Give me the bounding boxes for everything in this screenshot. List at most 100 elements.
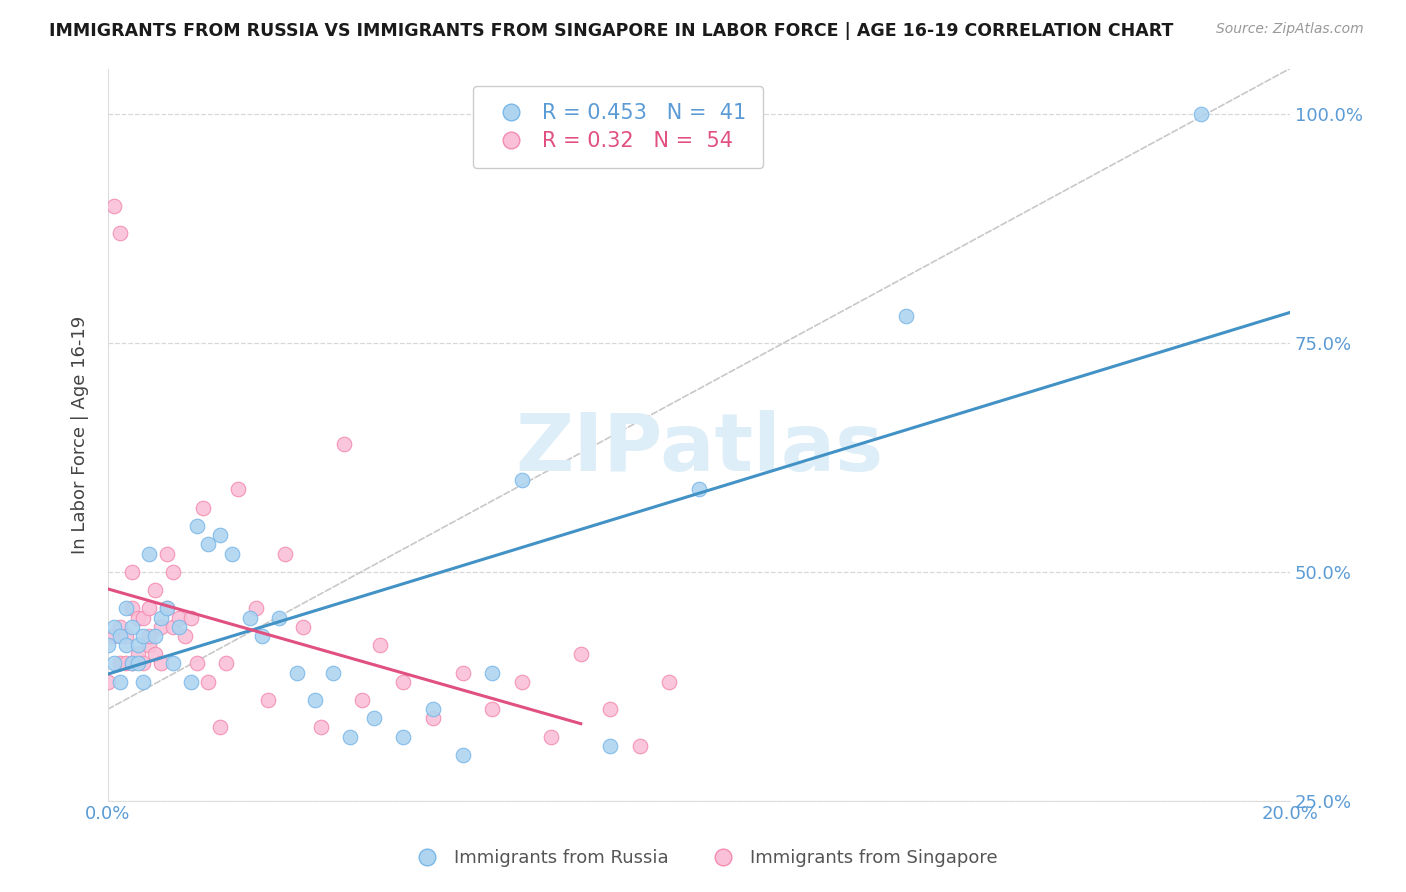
Point — [180, 674, 202, 689]
Point — [221, 547, 243, 561]
Point — [256, 693, 278, 707]
Point — [209, 720, 232, 734]
Text: Source: ZipAtlas.com: Source: ZipAtlas.com — [1216, 22, 1364, 37]
Point — [510, 674, 533, 689]
Point — [451, 747, 474, 762]
Point — [628, 739, 651, 753]
Point — [156, 601, 179, 615]
Point — [114, 601, 136, 615]
Point — [250, 629, 273, 643]
Point — [540, 730, 562, 744]
Point — [245, 601, 267, 615]
Point — [121, 620, 143, 634]
Point — [658, 674, 681, 689]
Point — [132, 674, 155, 689]
Point — [162, 657, 184, 671]
Point — [127, 647, 149, 661]
Point — [215, 657, 238, 671]
Point — [167, 620, 190, 634]
Point — [103, 629, 125, 643]
Point — [173, 629, 195, 643]
Point — [285, 665, 308, 680]
Point — [127, 657, 149, 671]
Point — [333, 436, 356, 450]
Point — [239, 610, 262, 624]
Point — [269, 610, 291, 624]
Point — [114, 657, 136, 671]
Text: IMMIGRANTS FROM RUSSIA VS IMMIGRANTS FROM SINGAPORE IN LABOR FORCE | AGE 16-19 C: IMMIGRANTS FROM RUSSIA VS IMMIGRANTS FRO… — [49, 22, 1174, 40]
Point — [422, 702, 444, 716]
Legend: R = 0.453   N =  41, R = 0.32   N =  54: R = 0.453 N = 41, R = 0.32 N = 54 — [472, 87, 762, 168]
Y-axis label: In Labor Force | Age 16-19: In Labor Force | Age 16-19 — [72, 316, 89, 554]
Point — [191, 500, 214, 515]
Point — [197, 537, 219, 551]
Point — [894, 309, 917, 323]
Point — [114, 629, 136, 643]
Point — [156, 547, 179, 561]
Point — [108, 620, 131, 634]
Point — [352, 693, 374, 707]
Point — [121, 657, 143, 671]
Point — [1189, 107, 1212, 121]
Point — [121, 601, 143, 615]
Point — [138, 601, 160, 615]
Point — [274, 547, 297, 561]
Point — [108, 657, 131, 671]
Point — [103, 199, 125, 213]
Point — [132, 657, 155, 671]
Point — [138, 547, 160, 561]
Point — [186, 657, 208, 671]
Point — [121, 565, 143, 579]
Point — [97, 674, 120, 689]
Point — [422, 711, 444, 725]
Point — [569, 647, 592, 661]
Point — [167, 610, 190, 624]
Point — [304, 693, 326, 707]
Point — [103, 657, 125, 671]
Point — [186, 519, 208, 533]
Point — [103, 620, 125, 634]
Point — [339, 730, 361, 744]
Point — [121, 657, 143, 671]
Point — [127, 610, 149, 624]
Point — [510, 473, 533, 487]
Point — [150, 620, 173, 634]
Point — [451, 665, 474, 680]
Legend: Immigrants from Russia, Immigrants from Singapore: Immigrants from Russia, Immigrants from … — [402, 842, 1004, 874]
Point — [209, 528, 232, 542]
Point — [599, 702, 621, 716]
Point — [138, 629, 160, 643]
Point — [368, 638, 391, 652]
Point — [392, 674, 415, 689]
Point — [180, 610, 202, 624]
Point — [599, 739, 621, 753]
Text: ZIPatlas: ZIPatlas — [515, 410, 883, 488]
Point — [97, 638, 120, 652]
Point — [156, 601, 179, 615]
Point — [162, 565, 184, 579]
Point — [143, 629, 166, 643]
Point — [322, 665, 344, 680]
Point — [688, 483, 710, 497]
Point — [108, 629, 131, 643]
Point — [127, 638, 149, 652]
Point — [114, 638, 136, 652]
Point — [481, 665, 503, 680]
Point — [197, 674, 219, 689]
Point — [309, 720, 332, 734]
Point — [138, 638, 160, 652]
Point — [226, 483, 249, 497]
Point — [162, 620, 184, 634]
Point — [143, 647, 166, 661]
Point — [150, 610, 173, 624]
Point — [108, 226, 131, 240]
Point — [132, 629, 155, 643]
Point — [143, 583, 166, 598]
Point — [363, 711, 385, 725]
Point — [292, 620, 315, 634]
Point — [132, 610, 155, 624]
Point — [108, 674, 131, 689]
Point — [481, 702, 503, 716]
Point — [150, 657, 173, 671]
Point — [392, 730, 415, 744]
